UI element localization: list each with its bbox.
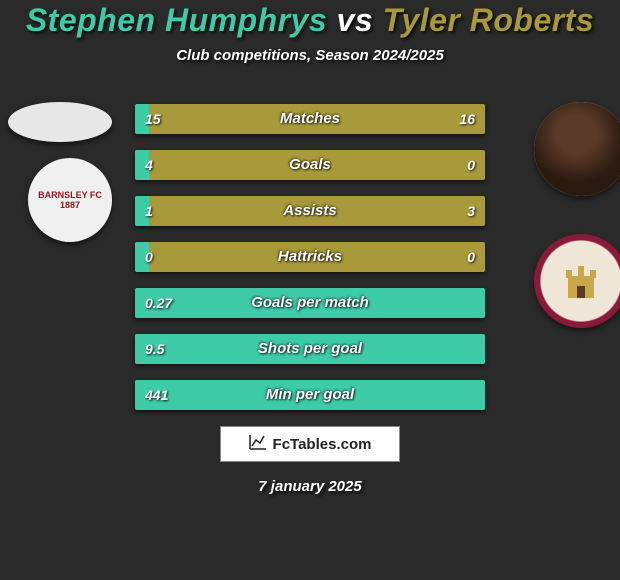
source-logo: FcTables.com: [220, 426, 400, 462]
vs-text: vs: [337, 2, 374, 38]
stat-label: Goals: [135, 150, 485, 180]
date-text: 7 january 2025: [0, 478, 620, 495]
stat-row: 40Goals: [135, 150, 485, 180]
crest-left-text: BARNSLEY FC 1887: [28, 190, 112, 210]
stat-label: Goals per match: [135, 288, 485, 318]
stat-row: 1516Matches: [135, 104, 485, 134]
stat-row: 9.5Shots per goal: [135, 334, 485, 364]
player1-club-crest: BARNSLEY FC 1887: [28, 158, 112, 242]
title: Stephen Humphrys vs Tyler Roberts: [0, 2, 620, 39]
stat-bars: 1516Matches 40Goals 13Assists 00Hattricks 0.…: [135, 88, 485, 410]
stat-row: 13Assists: [135, 196, 485, 226]
stat-label: Min per goal: [135, 380, 485, 410]
logo-text: FcTables.com: [273, 436, 372, 453]
stat-row: 0.27Goals per match: [135, 288, 485, 318]
castle-icon: [556, 256, 606, 306]
player2-face: [534, 102, 620, 196]
comparison-card: Stephen Humphrys vs Tyler Roberts Club c…: [0, 0, 620, 580]
player1-name: Stephen Humphrys: [26, 2, 327, 38]
player2-club-crest: [534, 234, 620, 328]
stat-label: Shots per goal: [135, 334, 485, 364]
subtitle: Club competitions, Season 2024/2025: [0, 47, 620, 64]
stat-label: Matches: [135, 104, 485, 134]
stat-label: Assists: [135, 196, 485, 226]
stat-label: Hattricks: [135, 242, 485, 272]
stat-row: 00Hattricks: [135, 242, 485, 272]
player1-avatar: [8, 102, 112, 142]
stat-row: 441Min per goal: [135, 380, 485, 410]
main-area: BARNSLEY FC 1887 1516Matches 40Goals 13Ass…: [0, 88, 620, 495]
player2-name: Tyler Roberts: [383, 2, 595, 38]
chart-icon: [249, 434, 267, 454]
player2-avatar: [534, 102, 620, 196]
